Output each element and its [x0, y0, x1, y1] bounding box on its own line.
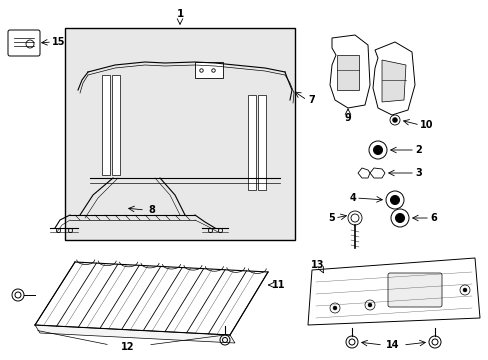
Circle shape	[427, 296, 431, 300]
Polygon shape	[357, 168, 369, 178]
Circle shape	[332, 306, 336, 310]
Text: 7: 7	[307, 95, 314, 105]
Bar	[102, 75, 110, 175]
FancyBboxPatch shape	[387, 273, 441, 307]
Text: 15: 15	[52, 37, 65, 47]
Text: 8: 8	[148, 205, 155, 215]
Circle shape	[390, 195, 399, 204]
Bar	[258, 95, 265, 190]
Polygon shape	[35, 325, 235, 343]
Bar	[65, 28, 294, 240]
Text: 6: 6	[429, 213, 436, 223]
Text: 14: 14	[386, 340, 399, 350]
Circle shape	[395, 213, 404, 222]
Text: 12: 12	[121, 342, 135, 352]
Circle shape	[373, 145, 382, 154]
Circle shape	[367, 303, 371, 307]
Polygon shape	[381, 60, 405, 102]
Circle shape	[392, 117, 397, 122]
Polygon shape	[307, 258, 479, 325]
Polygon shape	[369, 168, 384, 178]
Text: 3: 3	[414, 168, 421, 178]
Text: 9: 9	[344, 113, 351, 123]
Polygon shape	[372, 42, 414, 115]
Polygon shape	[329, 35, 369, 108]
Text: 10: 10	[419, 120, 433, 130]
Text: 5: 5	[327, 213, 334, 223]
Text: 13: 13	[311, 260, 324, 270]
Text: 4: 4	[348, 193, 355, 203]
FancyBboxPatch shape	[8, 30, 40, 56]
Circle shape	[462, 288, 466, 292]
Bar	[247, 95, 256, 190]
Text: 11: 11	[271, 280, 285, 290]
Bar	[112, 75, 120, 175]
Bar	[336, 55, 358, 90]
Text: 2: 2	[414, 145, 421, 155]
Bar	[195, 62, 223, 78]
Text: 1: 1	[176, 9, 183, 19]
